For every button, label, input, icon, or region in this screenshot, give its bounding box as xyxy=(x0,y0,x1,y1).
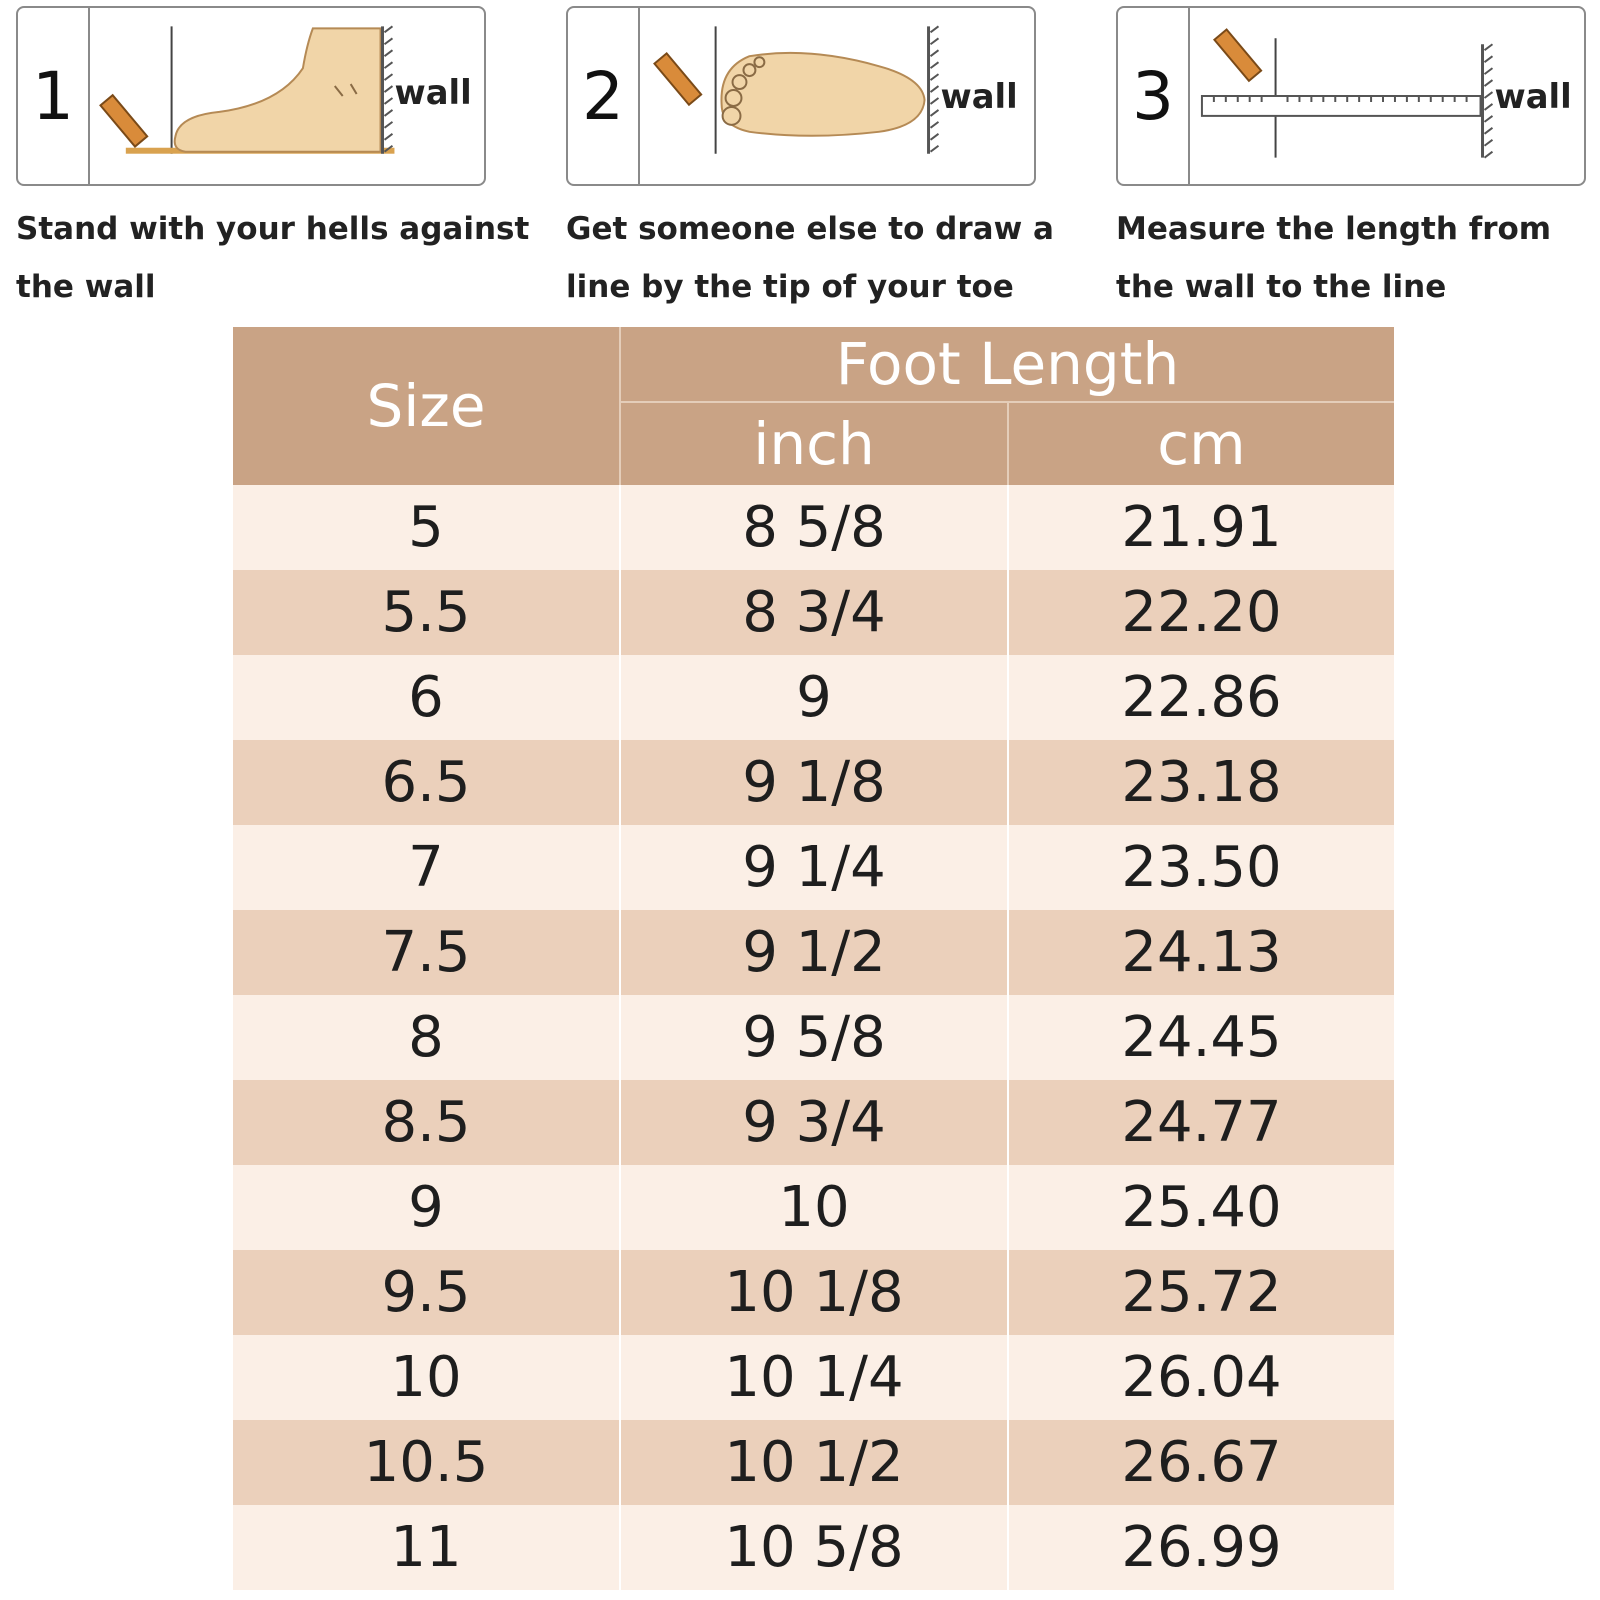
size-cell: 9 xyxy=(233,1165,621,1250)
size-cell: 7.5 xyxy=(233,910,621,995)
wall-hatch xyxy=(927,25,940,154)
table-row: 10.5 10 1/2 26.67 xyxy=(233,1420,1394,1505)
step-1-caption-line1: Stand with your hells against xyxy=(16,211,530,247)
table-row: 9.5 10 1/8 25.72 xyxy=(233,1250,1394,1335)
step-1-illustration: wall xyxy=(90,8,484,184)
size-cell: 8.5 xyxy=(233,1080,621,1165)
step-2-illustration: wall xyxy=(640,8,1034,184)
header-size: Size xyxy=(233,327,621,485)
size-cell: 10 xyxy=(233,1335,621,1420)
step-3-panel: 3 wall xyxy=(1116,6,1586,186)
cm-cell: 24.77 xyxy=(1121,1090,1282,1155)
inch-cell: 8 5/8 xyxy=(621,485,1009,570)
cm-cell: 24.13 xyxy=(1121,920,1282,985)
cm-cell: 26.04 xyxy=(1121,1345,1282,1410)
cm-cell: 22.86 xyxy=(1121,665,1282,730)
size-chart-table: Size Foot Length inch cm 5 8 5/8 21.91 5… xyxy=(233,327,1394,1590)
table-header: Size Foot Length inch cm xyxy=(233,327,1394,485)
inch-cell: 10 1/2 xyxy=(621,1420,1009,1505)
table-row: 8.5 9 3/4 24.77 xyxy=(233,1080,1394,1165)
table-row: 11 10 5/8 26.99 xyxy=(233,1505,1394,1590)
wall-hatch xyxy=(381,25,394,154)
size-cell: 6.5 xyxy=(233,740,621,825)
cm-cell: 21.91 xyxy=(1121,495,1282,560)
wall-hatch xyxy=(1481,43,1494,159)
step-2-caption-line1: Get someone else to draw a xyxy=(566,211,1054,247)
step-2: 2 wall xyxy=(566,6,1054,316)
step-1: 1 wall Stand wi xyxy=(16,6,530,316)
cm-cell: 23.50 xyxy=(1121,835,1282,900)
pencil-icon xyxy=(653,51,703,107)
cm-cell: 26.67 xyxy=(1121,1430,1282,1495)
table-row: 8 9 5/8 24.45 xyxy=(233,995,1394,1080)
step-2-number: 2 xyxy=(568,8,640,184)
ruler-icon xyxy=(1200,95,1482,117)
step-3-number: 3 xyxy=(1118,8,1190,184)
step-1-number: 1 xyxy=(18,8,90,184)
size-cell: 10.5 xyxy=(233,1420,621,1505)
size-cell: 6 xyxy=(233,655,621,740)
pencil-icon xyxy=(99,93,149,148)
size-cell: 8 xyxy=(233,995,621,1080)
cm-cell: 24.45 xyxy=(1121,1005,1282,1070)
inch-cell: 9 1/8 xyxy=(621,740,1009,825)
size-cell: 11 xyxy=(233,1505,621,1590)
step-3-caption-line1: Measure the length from xyxy=(1116,211,1552,247)
size-cell: 5 xyxy=(233,485,621,570)
table-body: 5 8 5/8 21.91 5.5 8 3/4 22.20 6 9 22.86 … xyxy=(233,485,1394,1590)
table-row: 9 10 25.40 xyxy=(233,1165,1394,1250)
inch-cell: 9 5/8 xyxy=(621,995,1009,1080)
cm-cell: 26.99 xyxy=(1121,1515,1282,1580)
ruler-measurement-illustration: wall xyxy=(1200,28,1572,159)
step-3-illustration: wall xyxy=(1190,8,1584,184)
table-row: 10 10 1/4 26.04 xyxy=(233,1335,1394,1420)
header-foot-length: Foot Length xyxy=(621,327,1394,403)
foot-side-view-illustration: wall xyxy=(99,25,472,154)
inch-cell: 9 3/4 xyxy=(621,1080,1009,1165)
inch-cell: 10 5/8 xyxy=(621,1505,1009,1590)
step-3: 3 wall xyxy=(1116,6,1586,316)
inch-cell: 10 1/4 xyxy=(621,1335,1009,1420)
measuring-instructions: 1 wall Stand wi xyxy=(0,0,1600,320)
inch-cell: 8 3/4 xyxy=(621,570,1009,655)
step-1-caption: Stand with your hells against the wall xyxy=(16,200,530,316)
inch-cell: 10 xyxy=(621,1165,1009,1250)
pencil-icon xyxy=(1212,28,1263,83)
table-row: 6 9 22.86 xyxy=(233,655,1394,740)
cm-cell: 25.40 xyxy=(1121,1175,1282,1240)
cm-cell: 22.20 xyxy=(1121,580,1282,645)
inch-cell: 9 1/2 xyxy=(621,910,1009,995)
table-row: 7.5 9 1/2 24.13 xyxy=(233,910,1394,995)
inch-cell: 10 1/8 xyxy=(621,1250,1009,1335)
step-3-caption: Measure the length from the wall to the … xyxy=(1116,200,1586,316)
header-cm: cm xyxy=(1157,410,1246,478)
wall-label: wall xyxy=(1494,77,1571,116)
step-1-panel: 1 wall xyxy=(16,6,486,186)
foot-top-view-illustration: wall xyxy=(653,25,1018,154)
size-cell: 5.5 xyxy=(233,570,621,655)
size-cell: 7 xyxy=(233,825,621,910)
header-inch: inch xyxy=(621,403,1009,485)
wall-label: wall xyxy=(940,77,1017,116)
table-row: 6.5 9 1/8 23.18 xyxy=(233,740,1394,825)
cm-cell: 23.18 xyxy=(1121,750,1282,815)
step-2-panel: 2 wall xyxy=(566,6,1036,186)
wall-label: wall xyxy=(394,73,471,112)
step-1-caption-line2: the wall xyxy=(16,269,156,305)
table-row: 7 9 1/4 23.50 xyxy=(233,825,1394,910)
inch-cell: 9 xyxy=(621,655,1009,740)
inch-cell: 9 1/4 xyxy=(621,825,1009,910)
table-row: 5.5 8 3/4 22.20 xyxy=(233,570,1394,655)
size-cell: 9.5 xyxy=(233,1250,621,1335)
step-2-caption-line2: line by the tip of your toe xyxy=(566,269,1014,305)
table-row: 5 8 5/8 21.91 xyxy=(233,485,1394,570)
step-2-caption: Get someone else to draw a line by the t… xyxy=(566,200,1054,316)
cm-cell: 25.72 xyxy=(1121,1260,1282,1325)
step-3-caption-line2: the wall to the line xyxy=(1116,269,1447,305)
